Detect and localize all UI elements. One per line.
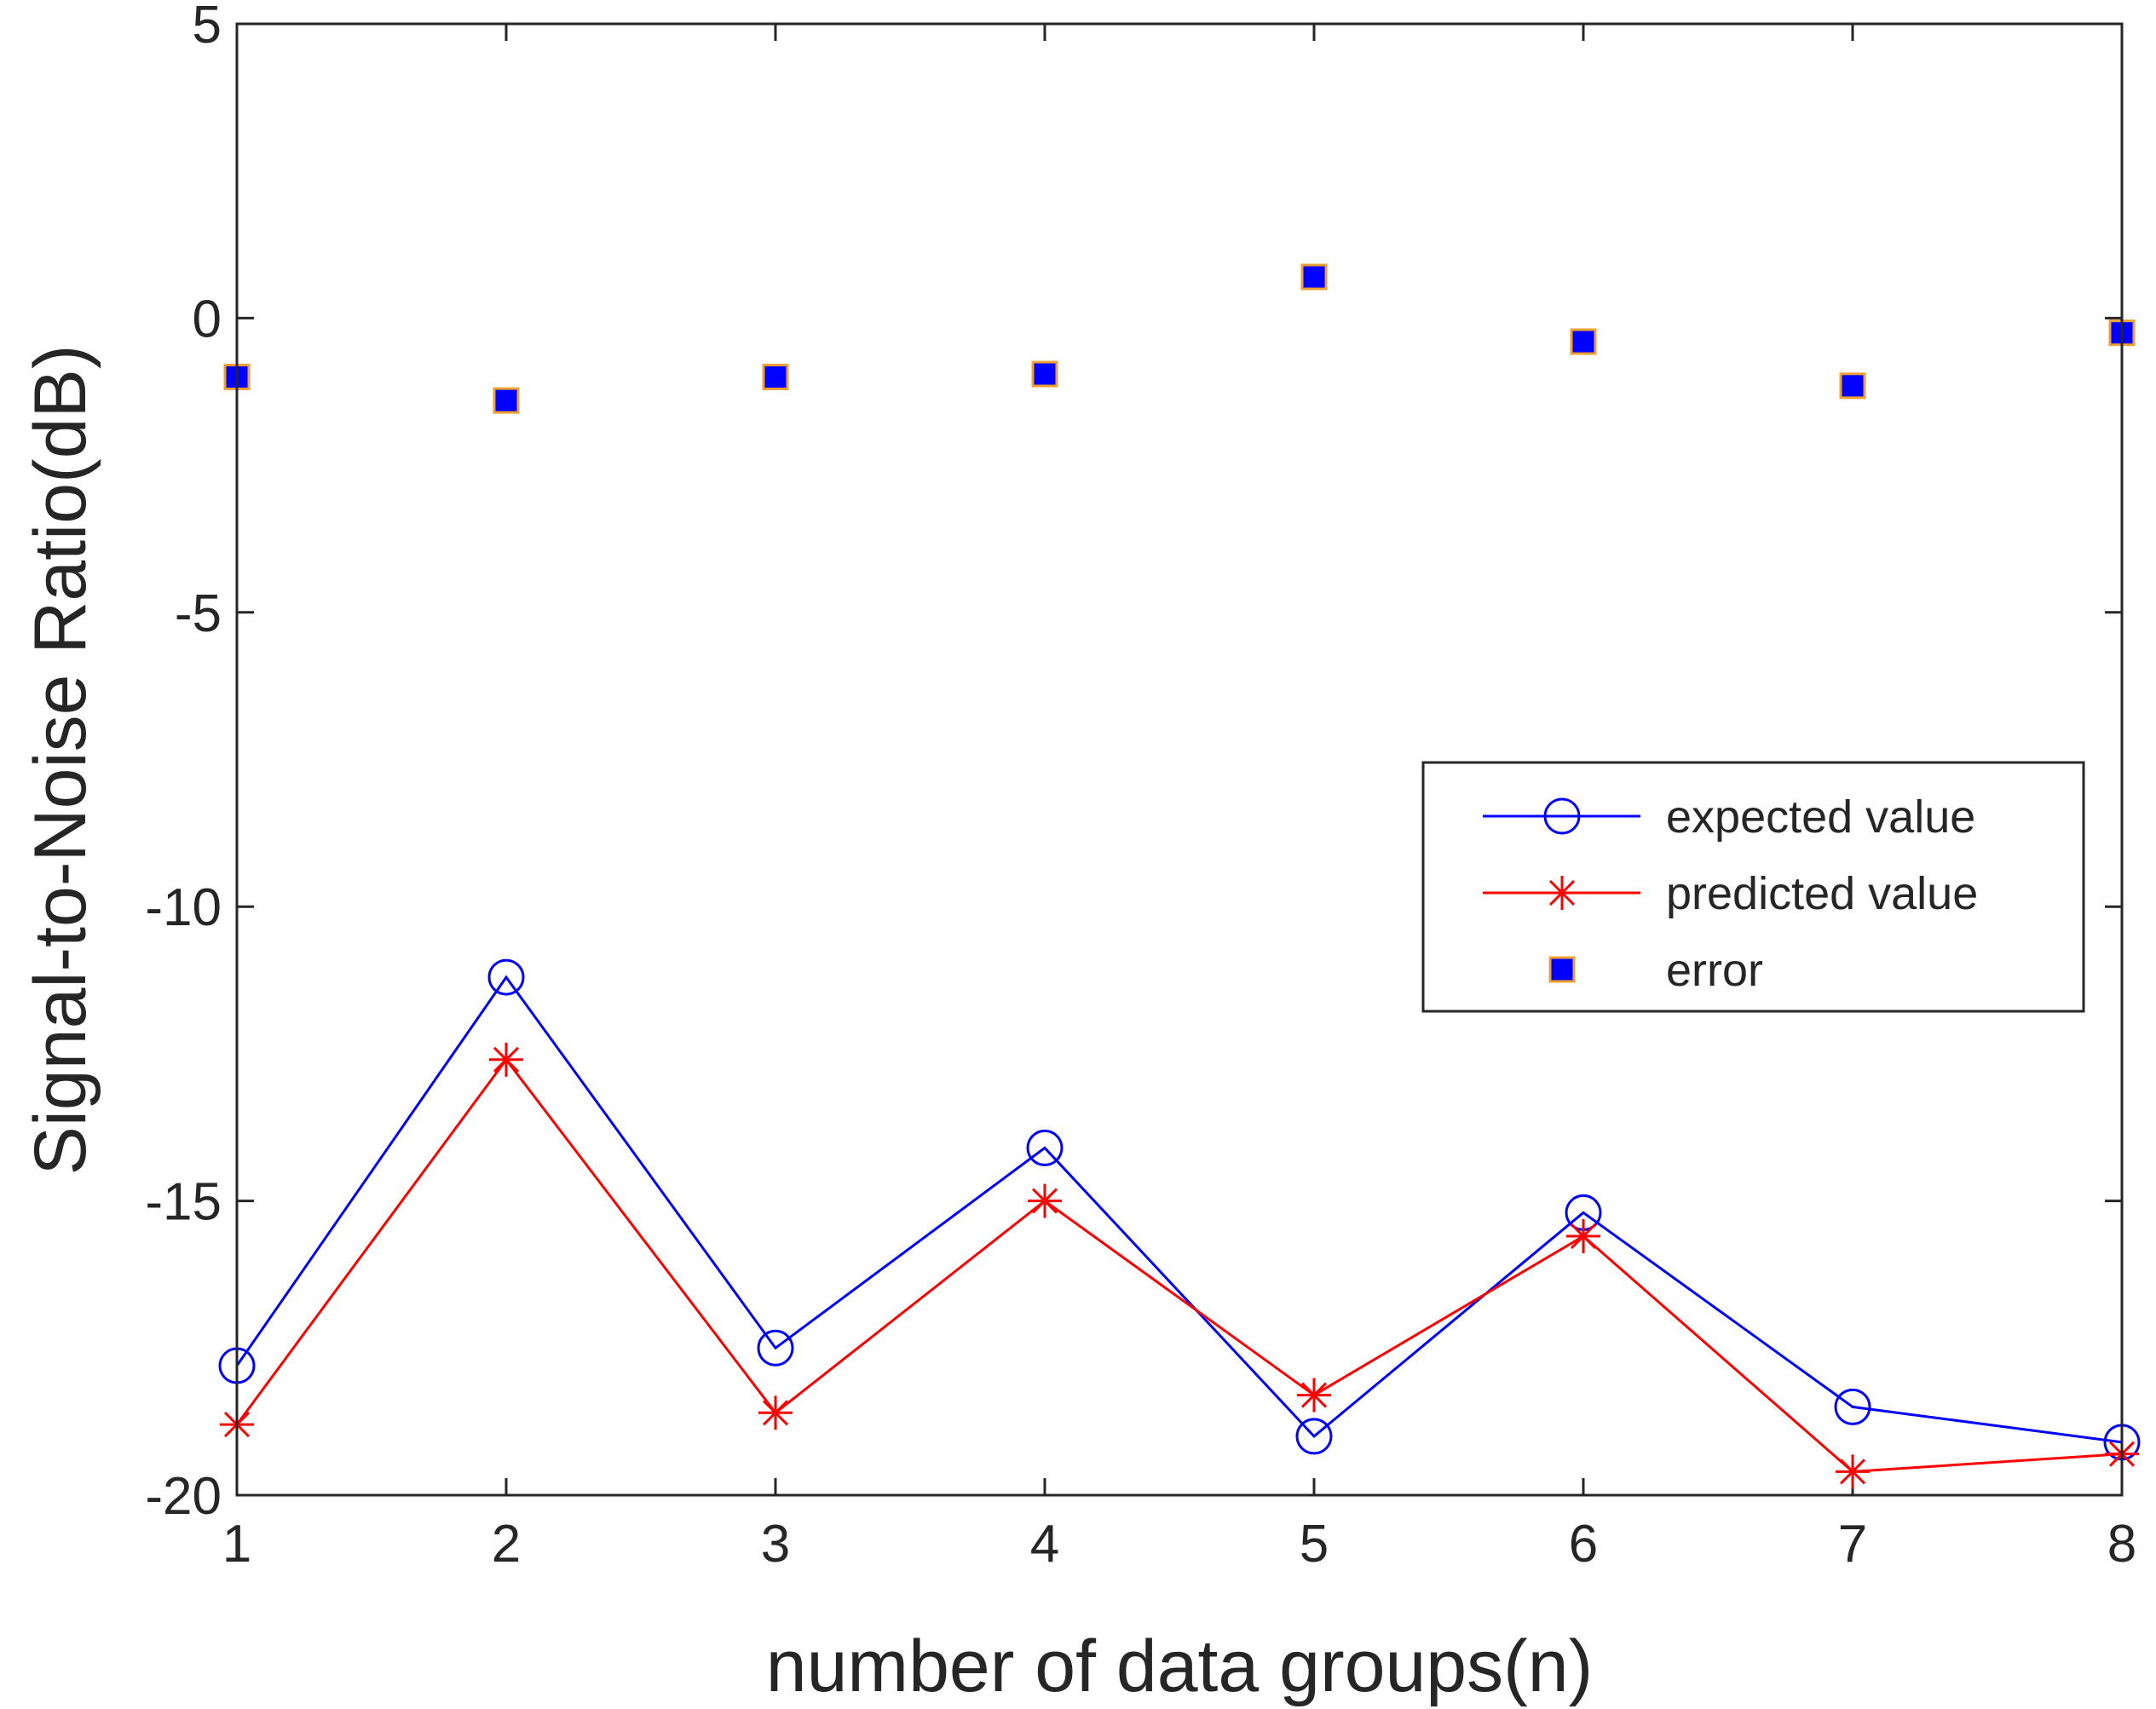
x-tick-label: 8 [2107, 1515, 2136, 1574]
legend-box [1421, 761, 2085, 1013]
legend-marker [1543, 797, 1581, 835]
data-point [1031, 360, 1058, 388]
series-line [235, 1057, 2123, 1473]
data-point [1028, 1183, 1062, 1218]
x-axis-title: number of data groups(n) [766, 1626, 1593, 1707]
series-error [223, 263, 2136, 414]
legend-marker [1545, 876, 1579, 910]
series-layer [218, 263, 2141, 1489]
data-point [1839, 372, 1866, 400]
data-point [1026, 1129, 1064, 1166]
x-tick-label: 1 [222, 1515, 251, 1574]
y-tick-label: -10 [145, 878, 222, 937]
x-tick-label: 7 [1838, 1515, 1867, 1574]
plot-area [237, 24, 2122, 1495]
data-point [489, 1042, 523, 1077]
data-point [1834, 1388, 1871, 1425]
plot-frame [235, 22, 2124, 1497]
data-point [1295, 1418, 1333, 1455]
legend-marker [1548, 956, 1576, 983]
series-expected-value [218, 958, 2141, 1461]
y-tick-label: 5 [193, 0, 222, 55]
x-tick-label: 3 [761, 1515, 790, 1574]
x-tick-label: 5 [1300, 1515, 1329, 1574]
series-line [235, 975, 2123, 1444]
legend: expected value predicted value error [1421, 761, 2085, 1013]
data-point [1836, 1454, 1870, 1489]
legend-label: error [1666, 945, 1763, 996]
x-tick-label: 4 [1030, 1515, 1059, 1574]
y-tick-label: -15 [145, 1173, 222, 1232]
tick-labels: 1 2 3 4 5 6 7 8 5 0 -5 -10 -15 -20 [145, 0, 2136, 1574]
y-tick-label: -20 [145, 1467, 222, 1526]
y-tick-label: -5 [175, 584, 222, 643]
y-axis-title: Signal-to-Noise Ratio(dB) [20, 344, 101, 1175]
legend-item: expected value [1483, 791, 1975, 843]
data-point [1297, 1378, 1331, 1413]
legend-label: expected value [1666, 791, 1975, 843]
legend-item: error [1548, 945, 1763, 996]
data-point [487, 958, 525, 996]
data-point [758, 1395, 793, 1430]
x-tick-label: 6 [1569, 1515, 1598, 1574]
y-tick-label: 0 [193, 290, 222, 348]
legend-item: predicted value [1483, 868, 1978, 919]
legend-label: predicted value [1666, 868, 1978, 919]
data-point [1566, 1219, 1600, 1254]
data-point [1300, 263, 1328, 291]
data-point [757, 1329, 794, 1367]
x-tick-label: 2 [492, 1515, 521, 1574]
data-point [493, 387, 520, 414]
data-point [762, 363, 789, 390]
data-point [1570, 328, 1597, 355]
